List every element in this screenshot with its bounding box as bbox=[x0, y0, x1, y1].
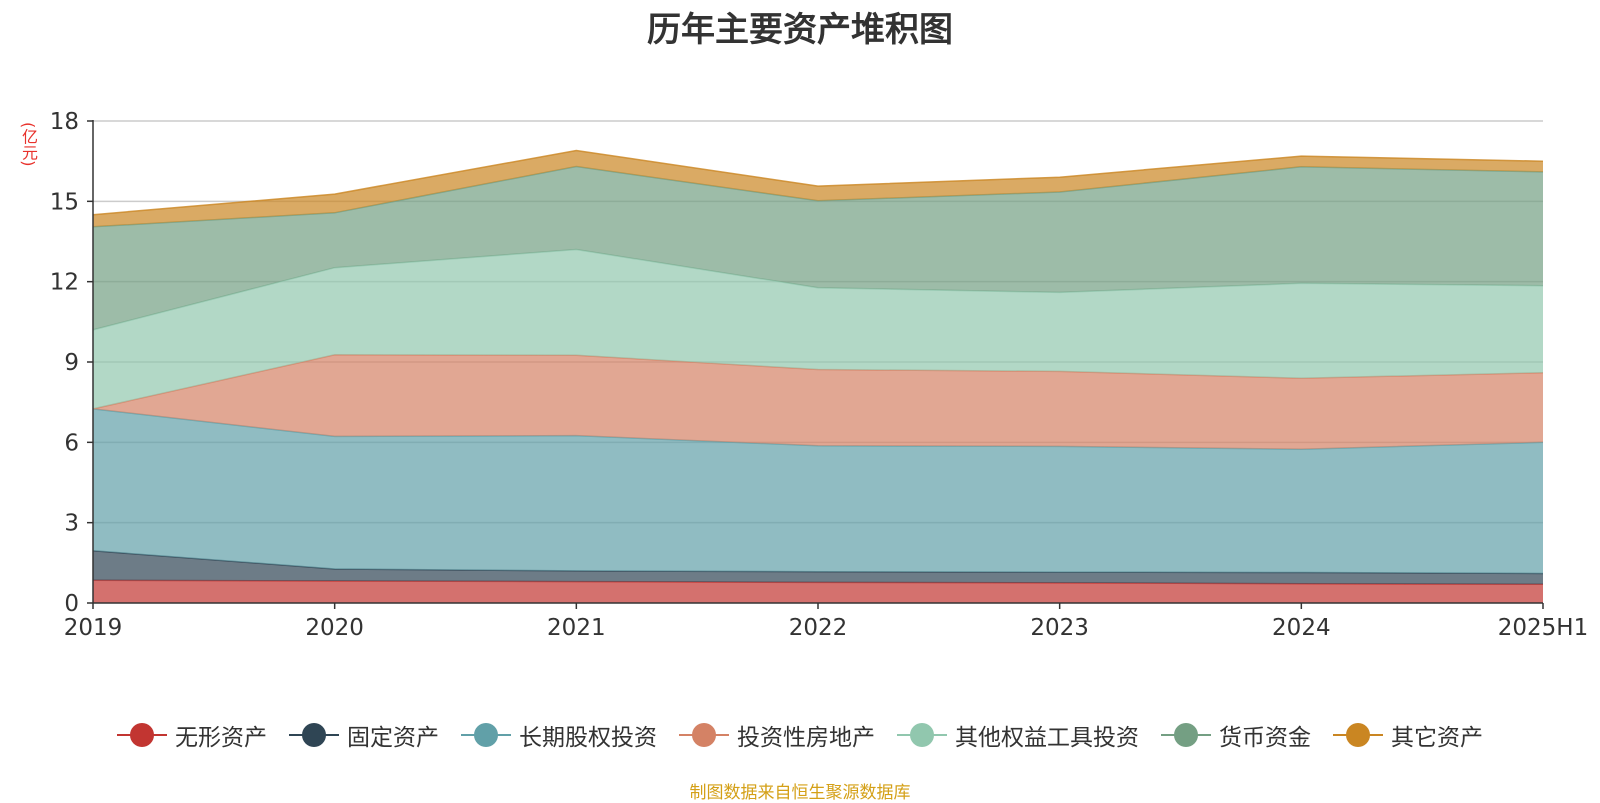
legend-label: 投资性房地产 bbox=[737, 725, 875, 751]
y-tick-label: 12 bbox=[50, 270, 79, 296]
tick-labels: 0 3 6 9 12 15 18 2019 2020 2021 2022 2023 2024 2025H1 bbox=[50, 109, 1589, 641]
area-series-2 bbox=[93, 408, 1543, 574]
x-tick-label: 2019 bbox=[64, 615, 123, 641]
area-series-5 bbox=[93, 166, 1543, 330]
legend-marker-icon bbox=[1161, 723, 1211, 747]
area-series bbox=[92, 149, 1544, 603]
y-tick-label: 0 bbox=[64, 591, 79, 617]
legend-item-4[interactable]: 其他权益工具投资 bbox=[897, 718, 1139, 752]
legend-marker-icon bbox=[461, 723, 511, 747]
legend-label: 货币资金 bbox=[1219, 725, 1311, 751]
legend-item-0[interactable]: 无形资产 bbox=[117, 718, 267, 752]
area-series-4 bbox=[93, 249, 1543, 409]
legend-item-3[interactable]: 投资性房地产 bbox=[679, 718, 875, 752]
legend-label: 固定资产 bbox=[347, 725, 439, 751]
legend-label: 其它资产 bbox=[1391, 725, 1483, 751]
x-tick-label: 2024 bbox=[1272, 615, 1331, 641]
legend-label: 无形资产 bbox=[175, 725, 267, 751]
y-tick-label: 9 bbox=[64, 350, 79, 376]
area-series-3 bbox=[93, 354, 1543, 450]
series-line-6 bbox=[92, 149, 1544, 216]
chart-title: 历年主要资产堆积图 bbox=[647, 10, 953, 50]
legend: 无形资产 固定资产 长期股权投资 投资性房地产 其他权益工具投资 货币资金 其它资产 bbox=[0, 718, 1600, 752]
legend-label: 其他权益工具投资 bbox=[955, 725, 1139, 751]
y-axis-unit-label: (亿元) bbox=[19, 122, 38, 167]
legend-item-2[interactable]: 长期股权投资 bbox=[461, 718, 657, 752]
legend-marker-icon bbox=[897, 723, 947, 747]
x-tick-label: 2021 bbox=[547, 615, 606, 641]
source-note: 制图数据来自恒生聚源数据库 bbox=[689, 783, 911, 803]
x-tick-label: 2025H1 bbox=[1498, 615, 1588, 641]
y-tick-label: 15 bbox=[50, 189, 79, 215]
legend-marker-icon bbox=[289, 723, 339, 747]
x-tick-label: 2022 bbox=[789, 615, 848, 641]
legend-marker-icon bbox=[679, 723, 729, 747]
y-tick-label: 18 bbox=[50, 109, 79, 135]
x-tick-label: 2023 bbox=[1030, 615, 1089, 641]
legend-item-1[interactable]: 固定资产 bbox=[289, 718, 439, 752]
legend-item-5[interactable]: 货币资金 bbox=[1161, 718, 1311, 752]
area-series-6 bbox=[93, 150, 1543, 227]
stacked-area-chart: 0 3 6 9 12 15 18 2019 2020 2021 2022 2023 2024 2025H1 bbox=[50, 109, 1589, 641]
legend-marker-icon bbox=[1333, 723, 1383, 747]
legend-item-6[interactable]: 其它资产 bbox=[1333, 718, 1483, 752]
y-tick-label: 6 bbox=[64, 430, 79, 456]
area-series-0 bbox=[93, 580, 1543, 603]
legend-label: 长期股权投资 bbox=[519, 725, 657, 751]
y-tick-label: 3 bbox=[64, 511, 79, 537]
area-series-1 bbox=[93, 550, 1543, 585]
axes bbox=[87, 120, 1544, 609]
x-tick-label: 2020 bbox=[305, 615, 364, 641]
legend-marker-icon bbox=[117, 723, 167, 747]
